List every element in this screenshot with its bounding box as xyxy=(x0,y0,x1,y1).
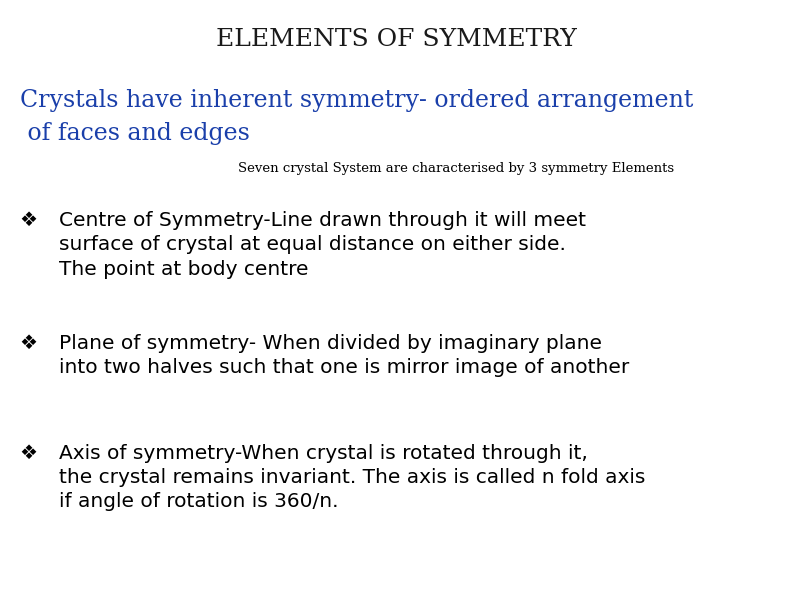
Text: Crystals have inherent symmetry- ordered arrangement: Crystals have inherent symmetry- ordered… xyxy=(20,89,693,112)
Text: of faces and edges: of faces and edges xyxy=(20,122,249,146)
Text: ❖: ❖ xyxy=(20,444,38,463)
Text: Axis of symmetry-When crystal is rotated through it,
the crystal remains invaria: Axis of symmetry-When crystal is rotated… xyxy=(59,444,645,511)
Text: Seven crystal System are characterised by 3 symmetry Elements: Seven crystal System are characterised b… xyxy=(238,162,674,175)
Text: Centre of Symmetry-Line drawn through it will meet
surface of crystal at equal d: Centre of Symmetry-Line drawn through it… xyxy=(59,211,586,278)
Text: ELEMENTS OF SYMMETRY: ELEMENTS OF SYMMETRY xyxy=(215,28,577,51)
Text: Plane of symmetry- When divided by imaginary plane
into two halves such that one: Plane of symmetry- When divided by imagi… xyxy=(59,334,630,377)
Text: ❖: ❖ xyxy=(20,211,38,230)
Text: ❖: ❖ xyxy=(20,334,38,353)
